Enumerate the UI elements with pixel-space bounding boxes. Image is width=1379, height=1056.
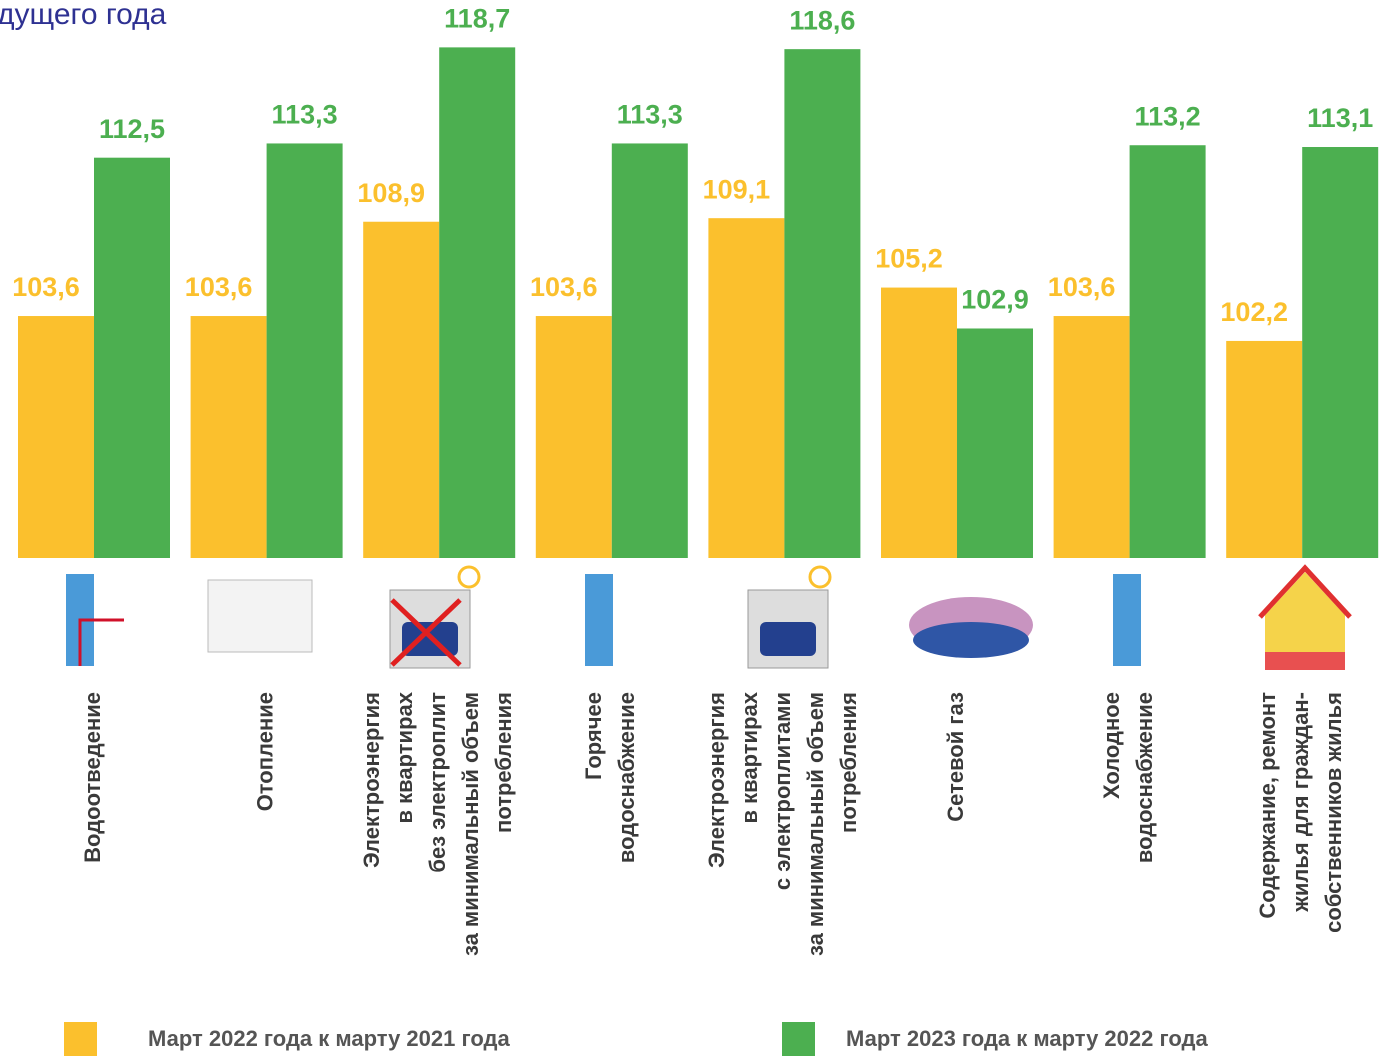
- bar: [1302, 147, 1379, 558]
- category-label: Сетевой газ: [943, 692, 968, 822]
- category-label: Горячее: [581, 692, 606, 780]
- badge-icon: [808, 565, 832, 589]
- category-label: водоснабжение: [614, 692, 639, 863]
- category-label: потребления: [836, 692, 861, 833]
- value-label: 113,3: [272, 100, 338, 130]
- value-label: 102,2: [1220, 297, 1288, 327]
- value-label: 113,3: [617, 100, 683, 130]
- category-label: Отопление: [252, 692, 277, 811]
- house-icon: [1258, 564, 1352, 619]
- category-label: Электроэнергия: [359, 692, 384, 868]
- bar: [94, 157, 170, 558]
- category-label: потребления: [491, 692, 516, 833]
- legend-swatch: [782, 1022, 815, 1056]
- category-label: Водоотведение: [80, 692, 105, 863]
- value-label: 118,7: [444, 4, 510, 34]
- category-label: в квартирах: [737, 691, 762, 823]
- value-label: 108,9: [357, 178, 425, 208]
- legend-label: Март 2023 года к марту 2022 года: [846, 1026, 1208, 1051]
- value-label: 109,1: [703, 174, 771, 204]
- bar: [190, 316, 267, 558]
- radiator-icon: [207, 579, 313, 653]
- value-label: 103,6: [12, 272, 80, 302]
- category-label: за минимальный объем: [458, 692, 483, 956]
- pipe-icon: [585, 574, 613, 666]
- gas-icon: [913, 622, 1029, 658]
- stove-icon: [760, 622, 816, 656]
- house-icon: [1265, 572, 1345, 670]
- value-label: 113,1: [1307, 103, 1373, 133]
- category-label: водоснабжение: [1132, 692, 1157, 863]
- bar: [1129, 145, 1206, 558]
- category-label: без электроплит: [425, 692, 450, 873]
- value-label: 103,6: [185, 272, 253, 302]
- pipe-icon: [1113, 574, 1141, 666]
- category-label: с электроплитами: [770, 692, 795, 890]
- chart-title: дущего года: [0, 0, 167, 31]
- category-label: жилья для граждан-: [1288, 692, 1313, 913]
- cross-icon: [390, 598, 462, 667]
- category-label: Холодное: [1099, 692, 1124, 799]
- category-label: Содержание, ремонт: [1255, 692, 1280, 919]
- bar: [439, 47, 516, 558]
- bar: [957, 328, 1033, 558]
- bar: [1226, 340, 1303, 558]
- bar: [708, 218, 785, 559]
- value-label: 113,2: [1135, 101, 1201, 131]
- value-label: 112,5: [99, 114, 165, 144]
- category-label: собственников жилья: [1321, 692, 1346, 933]
- legend: Март 2022 года к марту 2021 года Март 20…: [64, 1022, 1208, 1056]
- bar: [1053, 316, 1130, 558]
- value-label: 103,6: [1048, 272, 1116, 302]
- house-icon: [1265, 652, 1345, 670]
- value-label: 102,9: [961, 285, 1029, 315]
- value-label: 118,6: [789, 5, 855, 35]
- bar: [363, 221, 440, 558]
- bar: [18, 316, 94, 558]
- category-label: Электроэнергия: [704, 692, 729, 868]
- pipe-icon: [78, 618, 124, 666]
- bar: [611, 143, 688, 558]
- legend-label: Март 2022 года к марту 2021 года: [148, 1026, 510, 1051]
- badge-icon: [457, 565, 481, 589]
- value-label: 103,6: [530, 272, 598, 302]
- value-label: 105,2: [875, 244, 943, 274]
- bar: [881, 287, 957, 558]
- bar: [266, 143, 343, 558]
- bar: [535, 316, 612, 558]
- category-label: в квартирах: [392, 691, 417, 823]
- bar: [784, 49, 861, 559]
- legend-swatch: [64, 1022, 97, 1056]
- category-label: за минимальный объем: [803, 692, 828, 956]
- icons: [66, 564, 1352, 670]
